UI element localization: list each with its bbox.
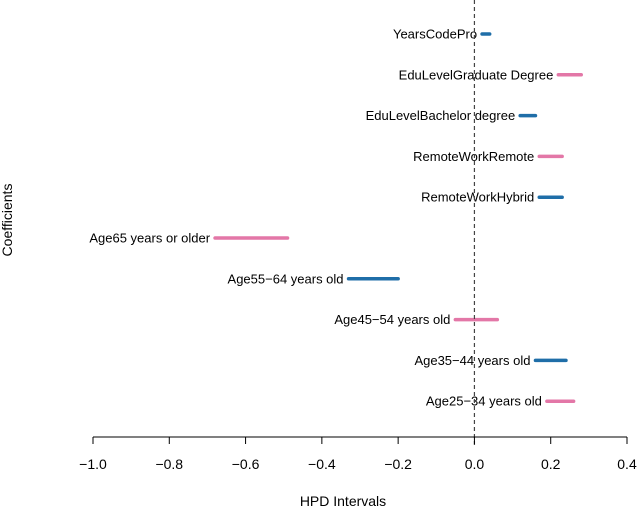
x-tick-label: 0.0 xyxy=(465,456,485,472)
interval-label: EduLevelBachelor degree xyxy=(366,108,516,123)
x-axis: −1.0 −0.8 −0.6 −0.4 −0.2 0.0 0.2 0.4 xyxy=(79,436,637,472)
interval-label: YearsCodePro xyxy=(393,27,477,42)
x-tick-label: −0.8 xyxy=(155,456,183,472)
interval-label: EduLevelGraduate Degree xyxy=(399,67,554,82)
interval-label: Age35−44 years old xyxy=(414,353,530,368)
intervals-layer xyxy=(213,32,583,403)
interval-label: Age65 years or older xyxy=(89,231,210,246)
x-tick-label: −0.6 xyxy=(232,456,260,472)
interval-label: RemoteWorkRemote xyxy=(413,149,534,164)
x-tick-label: −0.2 xyxy=(384,456,412,472)
x-tick-label: 0.2 xyxy=(541,456,561,472)
interval-label: RemoteWorkHybrid xyxy=(421,190,534,205)
x-tick-label: 0.4 xyxy=(617,456,637,472)
x-tick-label: −1.0 xyxy=(79,456,107,472)
interval-label: Age55−64 years old xyxy=(228,271,344,286)
x-tick-label: −0.4 xyxy=(308,456,336,472)
interval-labels-layer: YearsCodePro EduLevelGraduate Degree EduLe… xyxy=(89,27,553,409)
y-axis-title: Coefficients xyxy=(0,184,15,257)
x-axis-title: HPD Intervals xyxy=(300,493,386,509)
interval-label: Age25−34 years old xyxy=(426,394,542,409)
interval-label: Age45−54 years old xyxy=(334,312,450,327)
